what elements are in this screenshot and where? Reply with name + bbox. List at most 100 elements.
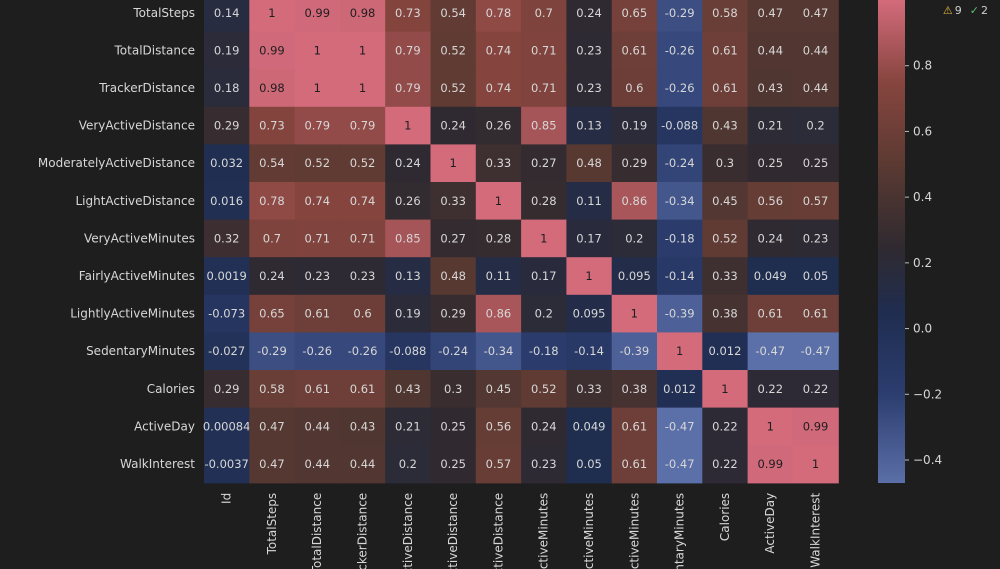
cell-value-label: 0.52 bbox=[712, 231, 738, 245]
cell-value-label: 0.79 bbox=[350, 119, 376, 133]
cell-value-label: 0.48 bbox=[440, 269, 466, 283]
heatmap-cell bbox=[385, 294, 432, 333]
cell-value-label: 0.44 bbox=[803, 43, 829, 57]
cell-value-label: 0.11 bbox=[576, 194, 602, 208]
cell-value-label: 0.43 bbox=[395, 382, 421, 396]
heatmap-cell bbox=[747, 144, 794, 183]
heatmap-cell bbox=[294, 69, 341, 108]
heatmap-cell bbox=[521, 257, 567, 296]
heatmap-cell bbox=[611, 257, 658, 296]
heatmap-cell bbox=[204, 407, 250, 446]
heatmap-cell bbox=[792, 332, 839, 371]
cell-value-label: 0.22 bbox=[712, 457, 738, 471]
cell-value-label: 0.28 bbox=[531, 194, 557, 208]
cell-value-label: 0.79 bbox=[395, 43, 421, 57]
cell-value-label: 0.24 bbox=[395, 156, 421, 170]
cell-value-label: 0.47 bbox=[259, 419, 285, 433]
heatmap-cell bbox=[385, 144, 432, 183]
heatmap-cell bbox=[294, 182, 341, 221]
heatmap-cell bbox=[204, 182, 250, 221]
heatmap-cell bbox=[339, 294, 386, 333]
heatmap-cell bbox=[430, 69, 477, 108]
heatmap-cell bbox=[339, 370, 386, 409]
heatmap-cell bbox=[521, 332, 567, 371]
cell-value-label: 0.012 bbox=[708, 344, 741, 358]
cell-value-label: 0.52 bbox=[440, 81, 466, 95]
cell-value-label: 0.23 bbox=[304, 269, 330, 283]
heatmap-cell bbox=[566, 370, 613, 409]
cell-value-label: 0.33 bbox=[712, 269, 738, 283]
cell-value-label: -0.39 bbox=[619, 344, 649, 358]
heatmap-cell bbox=[566, 407, 613, 446]
cell-value-label: 0.23 bbox=[350, 269, 376, 283]
check-count[interactable]: ✓ 2 bbox=[969, 4, 988, 17]
heatmap-cell bbox=[702, 257, 749, 296]
heatmap-cell bbox=[430, 370, 477, 409]
heatmap-cell bbox=[792, 370, 839, 409]
heatmap-cell bbox=[657, 407, 703, 446]
cell-value-label: 0.61 bbox=[350, 382, 376, 396]
cell-value-label: 0.78 bbox=[259, 194, 285, 208]
cell-value-label: 0.79 bbox=[304, 119, 330, 133]
row-label: VeryActiveMinutes bbox=[84, 231, 195, 245]
heatmap-cell bbox=[566, 182, 613, 221]
heatmap-cell bbox=[430, 445, 477, 484]
colorbar-tick-label: −0.2 bbox=[913, 387, 942, 401]
heatmap-cell bbox=[294, 144, 341, 183]
cell-value-label: 0.52 bbox=[440, 43, 466, 57]
cell-value-label: -0.29 bbox=[257, 344, 287, 358]
cell-value-label: 0.85 bbox=[531, 119, 557, 133]
heatmap-cell bbox=[294, 31, 341, 70]
heatmap-cell bbox=[657, 257, 703, 296]
heatmap-cell bbox=[611, 370, 658, 409]
cell-value-label: 0.3 bbox=[444, 382, 462, 396]
heatmap-cell bbox=[521, 407, 567, 446]
heatmap-cell bbox=[385, 257, 432, 296]
cell-value-label: 0.61 bbox=[622, 43, 648, 57]
cell-value-label: 0.049 bbox=[754, 269, 787, 283]
cell-value-label: 0.23 bbox=[531, 457, 557, 471]
cell-value-label: 0.19 bbox=[214, 43, 240, 57]
cell-value-label: 0.25 bbox=[803, 156, 829, 170]
heatmap-cell bbox=[294, 106, 341, 145]
heatmap-cell bbox=[747, 106, 794, 145]
cell-value-label: 0.65 bbox=[259, 307, 285, 321]
heatmap-cell bbox=[566, 257, 613, 296]
heatmap-cell bbox=[249, 31, 296, 70]
double-check-icon: ✓ bbox=[969, 4, 979, 17]
cell-value-label: 0.2 bbox=[625, 231, 643, 245]
cell-value-label: 0.32 bbox=[214, 231, 240, 245]
cell-value-label: 0.012 bbox=[663, 382, 696, 396]
cell-value-label: 1 bbox=[812, 457, 819, 471]
cell-value-label: 0.0019 bbox=[207, 269, 247, 283]
cell-value-label: 0.99 bbox=[259, 43, 285, 57]
cell-value-label: 0.22 bbox=[757, 382, 783, 396]
cell-value-label: 0.47 bbox=[259, 457, 285, 471]
cell-value-label: -0.0037 bbox=[204, 457, 248, 471]
row-label: LightlyActiveMinutes bbox=[70, 307, 195, 321]
heatmap-cell bbox=[702, 182, 749, 221]
cell-value-label: 0.23 bbox=[803, 231, 829, 245]
heatmap-cell bbox=[204, 257, 250, 296]
heatmap-cell bbox=[611, 106, 658, 145]
heatmap-cell bbox=[747, 257, 794, 296]
cell-value-label: 0.33 bbox=[486, 156, 512, 170]
heatmap-cell bbox=[204, 219, 250, 258]
cell-value-label: 0.22 bbox=[803, 382, 829, 396]
heatmap-cell bbox=[249, 257, 296, 296]
cell-value-label: 0.21 bbox=[757, 119, 783, 133]
heatmap-cell bbox=[611, 332, 658, 371]
heatmap-cell bbox=[294, 407, 341, 446]
cell-value-label: 0.25 bbox=[440, 419, 466, 433]
cell-value-label: -0.26 bbox=[665, 43, 695, 57]
heatmap-cell bbox=[430, 182, 477, 221]
cell-value-label: -0.47 bbox=[665, 457, 695, 471]
cell-value-label: 0.56 bbox=[757, 194, 783, 208]
heatmap-cell bbox=[204, 69, 250, 108]
cell-value-label: -0.47 bbox=[801, 344, 831, 358]
cell-value-label: 0.29 bbox=[440, 307, 466, 321]
cell-value-label: 0.43 bbox=[350, 419, 376, 433]
heatmap-cell bbox=[430, 144, 477, 183]
warning-count[interactable]: ⚠ 9 bbox=[942, 4, 962, 17]
column-label: ActiveMinutes bbox=[537, 493, 551, 569]
